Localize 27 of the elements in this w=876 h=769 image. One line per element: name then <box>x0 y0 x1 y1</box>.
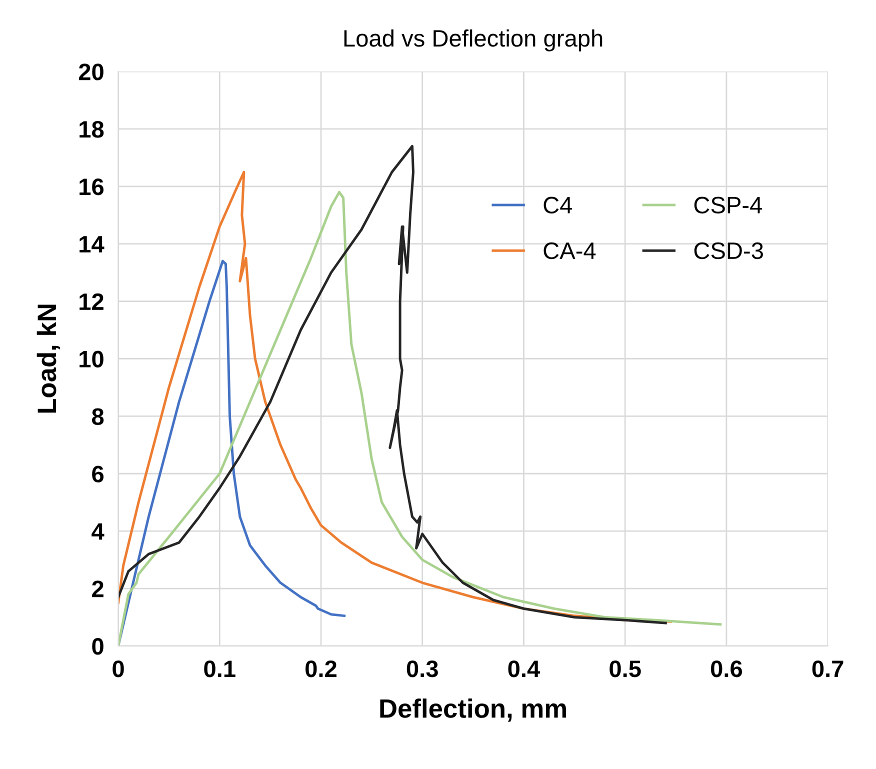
x-tick-label: 0.4 <box>508 660 540 678</box>
y-tick-label: 12 <box>80 293 104 310</box>
legend-label: CA-4 <box>544 242 596 260</box>
x-tick-label: 0.7 <box>812 660 844 678</box>
x-tick-label: 0.5 <box>610 660 641 678</box>
x-tick-label: 0.2 <box>306 660 336 678</box>
x-axis-title: Deflection, mm <box>380 698 566 722</box>
legend-label: CSD-3 <box>694 242 763 260</box>
x-tick-label: 0.6 <box>710 660 742 678</box>
x-tick-label: 0.1 <box>204 660 236 678</box>
y-tick-label: 20 <box>78 64 104 80</box>
y-tick-label: 16 <box>80 178 104 196</box>
y-tick-label: 6 <box>92 466 104 482</box>
legend-label: CSP-4 <box>694 196 762 214</box>
y-tick-label: 0 <box>92 638 104 655</box>
y-tick-label: 10 <box>80 350 104 368</box>
y-tick-label: 8 <box>92 408 104 425</box>
y-tick-label: 2 <box>92 580 104 598</box>
x-tick-label: 0.3 <box>406 660 438 678</box>
x-tick-label: 0 <box>112 660 124 678</box>
y-tick-label: 18 <box>80 121 104 138</box>
y-axis-title: Load, kN <box>36 304 60 413</box>
chart-title: Load vs Deflection graph <box>344 29 602 52</box>
legend-label: C4 <box>544 196 572 214</box>
y-tick-label: 14 <box>80 236 104 252</box>
line-series <box>118 260 346 646</box>
y-tick-label: 4 <box>92 523 104 540</box>
